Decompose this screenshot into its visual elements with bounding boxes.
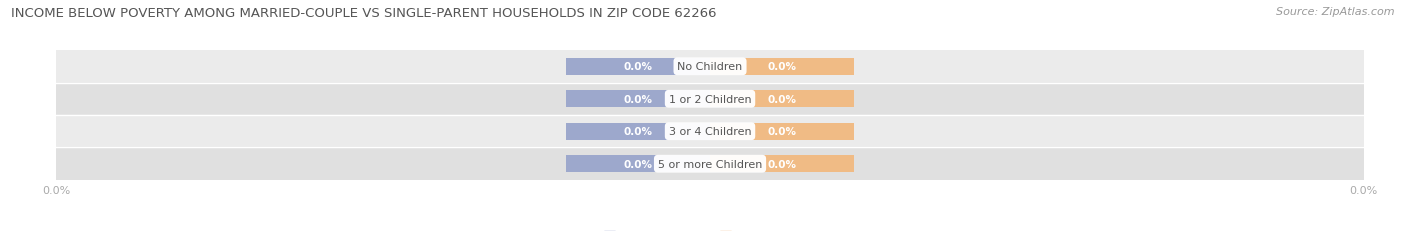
Bar: [710, 91, 853, 108]
Text: Source: ZipAtlas.com: Source: ZipAtlas.com: [1277, 7, 1395, 17]
Bar: [567, 91, 710, 108]
Text: 1 or 2 Children: 1 or 2 Children: [669, 94, 751, 104]
Text: 0.0%: 0.0%: [768, 94, 796, 104]
Text: 0.0%: 0.0%: [768, 127, 796, 137]
Text: 0.0%: 0.0%: [624, 159, 652, 169]
Bar: [567, 156, 710, 172]
Text: INCOME BELOW POVERTY AMONG MARRIED-COUPLE VS SINGLE-PARENT HOUSEHOLDS IN ZIP COD: INCOME BELOW POVERTY AMONG MARRIED-COUPL…: [11, 7, 717, 20]
Bar: [56, 51, 1364, 83]
Bar: [567, 123, 710, 140]
Text: 0.0%: 0.0%: [624, 127, 652, 137]
Bar: [56, 148, 1364, 180]
Bar: [56, 116, 1364, 148]
Text: 5 or more Children: 5 or more Children: [658, 159, 762, 169]
Bar: [710, 59, 853, 75]
Bar: [567, 59, 710, 75]
Bar: [710, 156, 853, 172]
Text: 0.0%: 0.0%: [624, 94, 652, 104]
Text: No Children: No Children: [678, 62, 742, 72]
Text: 0.0%: 0.0%: [768, 62, 796, 72]
Bar: [710, 123, 853, 140]
Legend: Married Couples, Single Parents: Married Couples, Single Parents: [599, 227, 821, 231]
Bar: [56, 83, 1364, 116]
Text: 0.0%: 0.0%: [624, 62, 652, 72]
Text: 0.0%: 0.0%: [768, 159, 796, 169]
Text: 3 or 4 Children: 3 or 4 Children: [669, 127, 751, 137]
